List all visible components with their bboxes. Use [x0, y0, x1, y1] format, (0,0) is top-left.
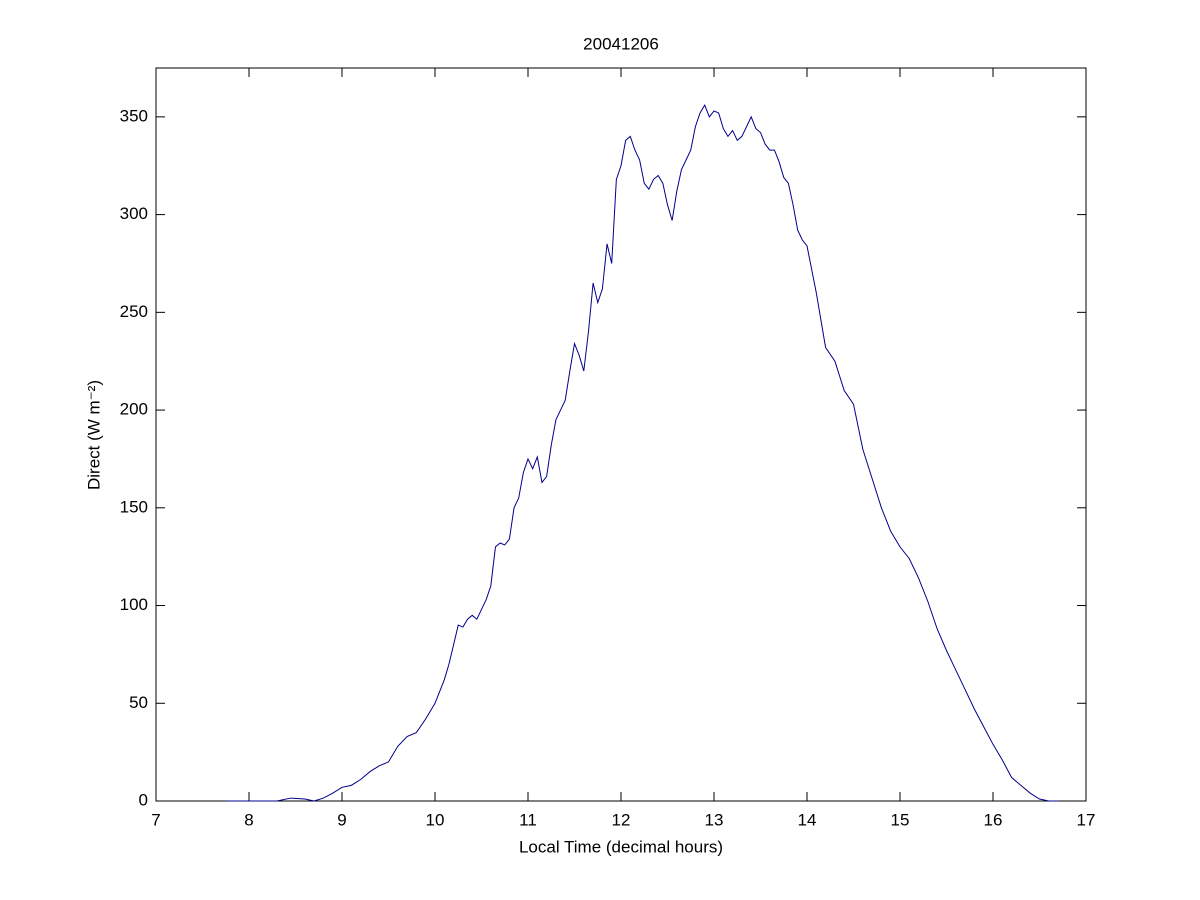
x-tick-label: 9 — [337, 810, 346, 829]
y-tick-label: 100 — [120, 595, 148, 614]
x-tick-label: 10 — [426, 810, 445, 829]
x-tick-label: 14 — [798, 810, 817, 829]
y-tick-label: 350 — [120, 106, 148, 125]
data-line — [225, 104, 1059, 802]
y-tick-label: 200 — [120, 400, 148, 419]
x-tick-label: 11 — [519, 810, 537, 829]
y-tick-label: 50 — [129, 693, 148, 712]
y-tick-label: 150 — [120, 497, 148, 516]
y-tick-label: 300 — [120, 204, 148, 223]
y-axis-label: Direct (W m⁻²) — [84, 380, 103, 490]
x-tick-label: 17 — [1077, 810, 1096, 829]
x-tick-label: 13 — [705, 810, 724, 829]
x-tick-label: 7 — [151, 810, 160, 829]
plot-area — [155, 67, 1087, 802]
x-tick-label: 8 — [244, 810, 253, 829]
y-tick-label: 250 — [120, 302, 148, 321]
y-tick-label: 0 — [139, 790, 148, 809]
x-tick-label: 12 — [612, 810, 631, 829]
chart-title: 20041206 — [583, 34, 659, 53]
x-axis-label: Local Time (decimal hours) — [519, 837, 723, 856]
x-tick-label: 15 — [891, 810, 910, 829]
x-tick-label: 16 — [984, 810, 1003, 829]
